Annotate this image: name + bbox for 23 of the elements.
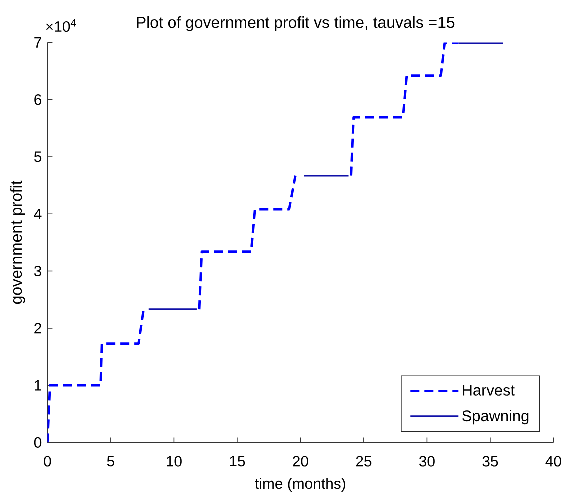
y-tick-label: 5 <box>34 152 42 162</box>
x-tick-label: 40 <box>546 456 562 467</box>
x-tick-label: 15 <box>230 456 246 467</box>
y-tick-label: 7 <box>34 38 42 48</box>
x-tick-label: 25 <box>356 456 372 467</box>
text: ×10$^{4}$ <box>46 20 76 32</box>
legend-label: Harvest <box>463 385 515 396</box>
chart-title: Plot of government profit vs time, tauvals =15 <box>137 16 455 32</box>
x-tick-label: 0 <box>44 456 52 467</box>
x-tick-label: 20 <box>293 456 308 467</box>
x-tick-label: 30 <box>419 456 435 467</box>
y-tick-label: 1 <box>35 380 42 391</box>
y-tick-label: 3 <box>34 266 42 277</box>
legend-label: Spawning <box>462 410 529 425</box>
y-axis-title: government profit <box>10 180 26 304</box>
y-tick-label: 0 <box>34 437 42 448</box>
x-tick-label: 35 <box>482 456 498 467</box>
x-axis-title: time (months) <box>255 478 346 492</box>
y-tick-label: 6 <box>34 94 42 106</box>
y-tick-label: 2 <box>34 323 42 334</box>
y-tick-label: 4 <box>34 208 42 220</box>
x-tick-label: 5 <box>107 456 114 467</box>
x-tick-label: 10 <box>167 456 182 467</box>
